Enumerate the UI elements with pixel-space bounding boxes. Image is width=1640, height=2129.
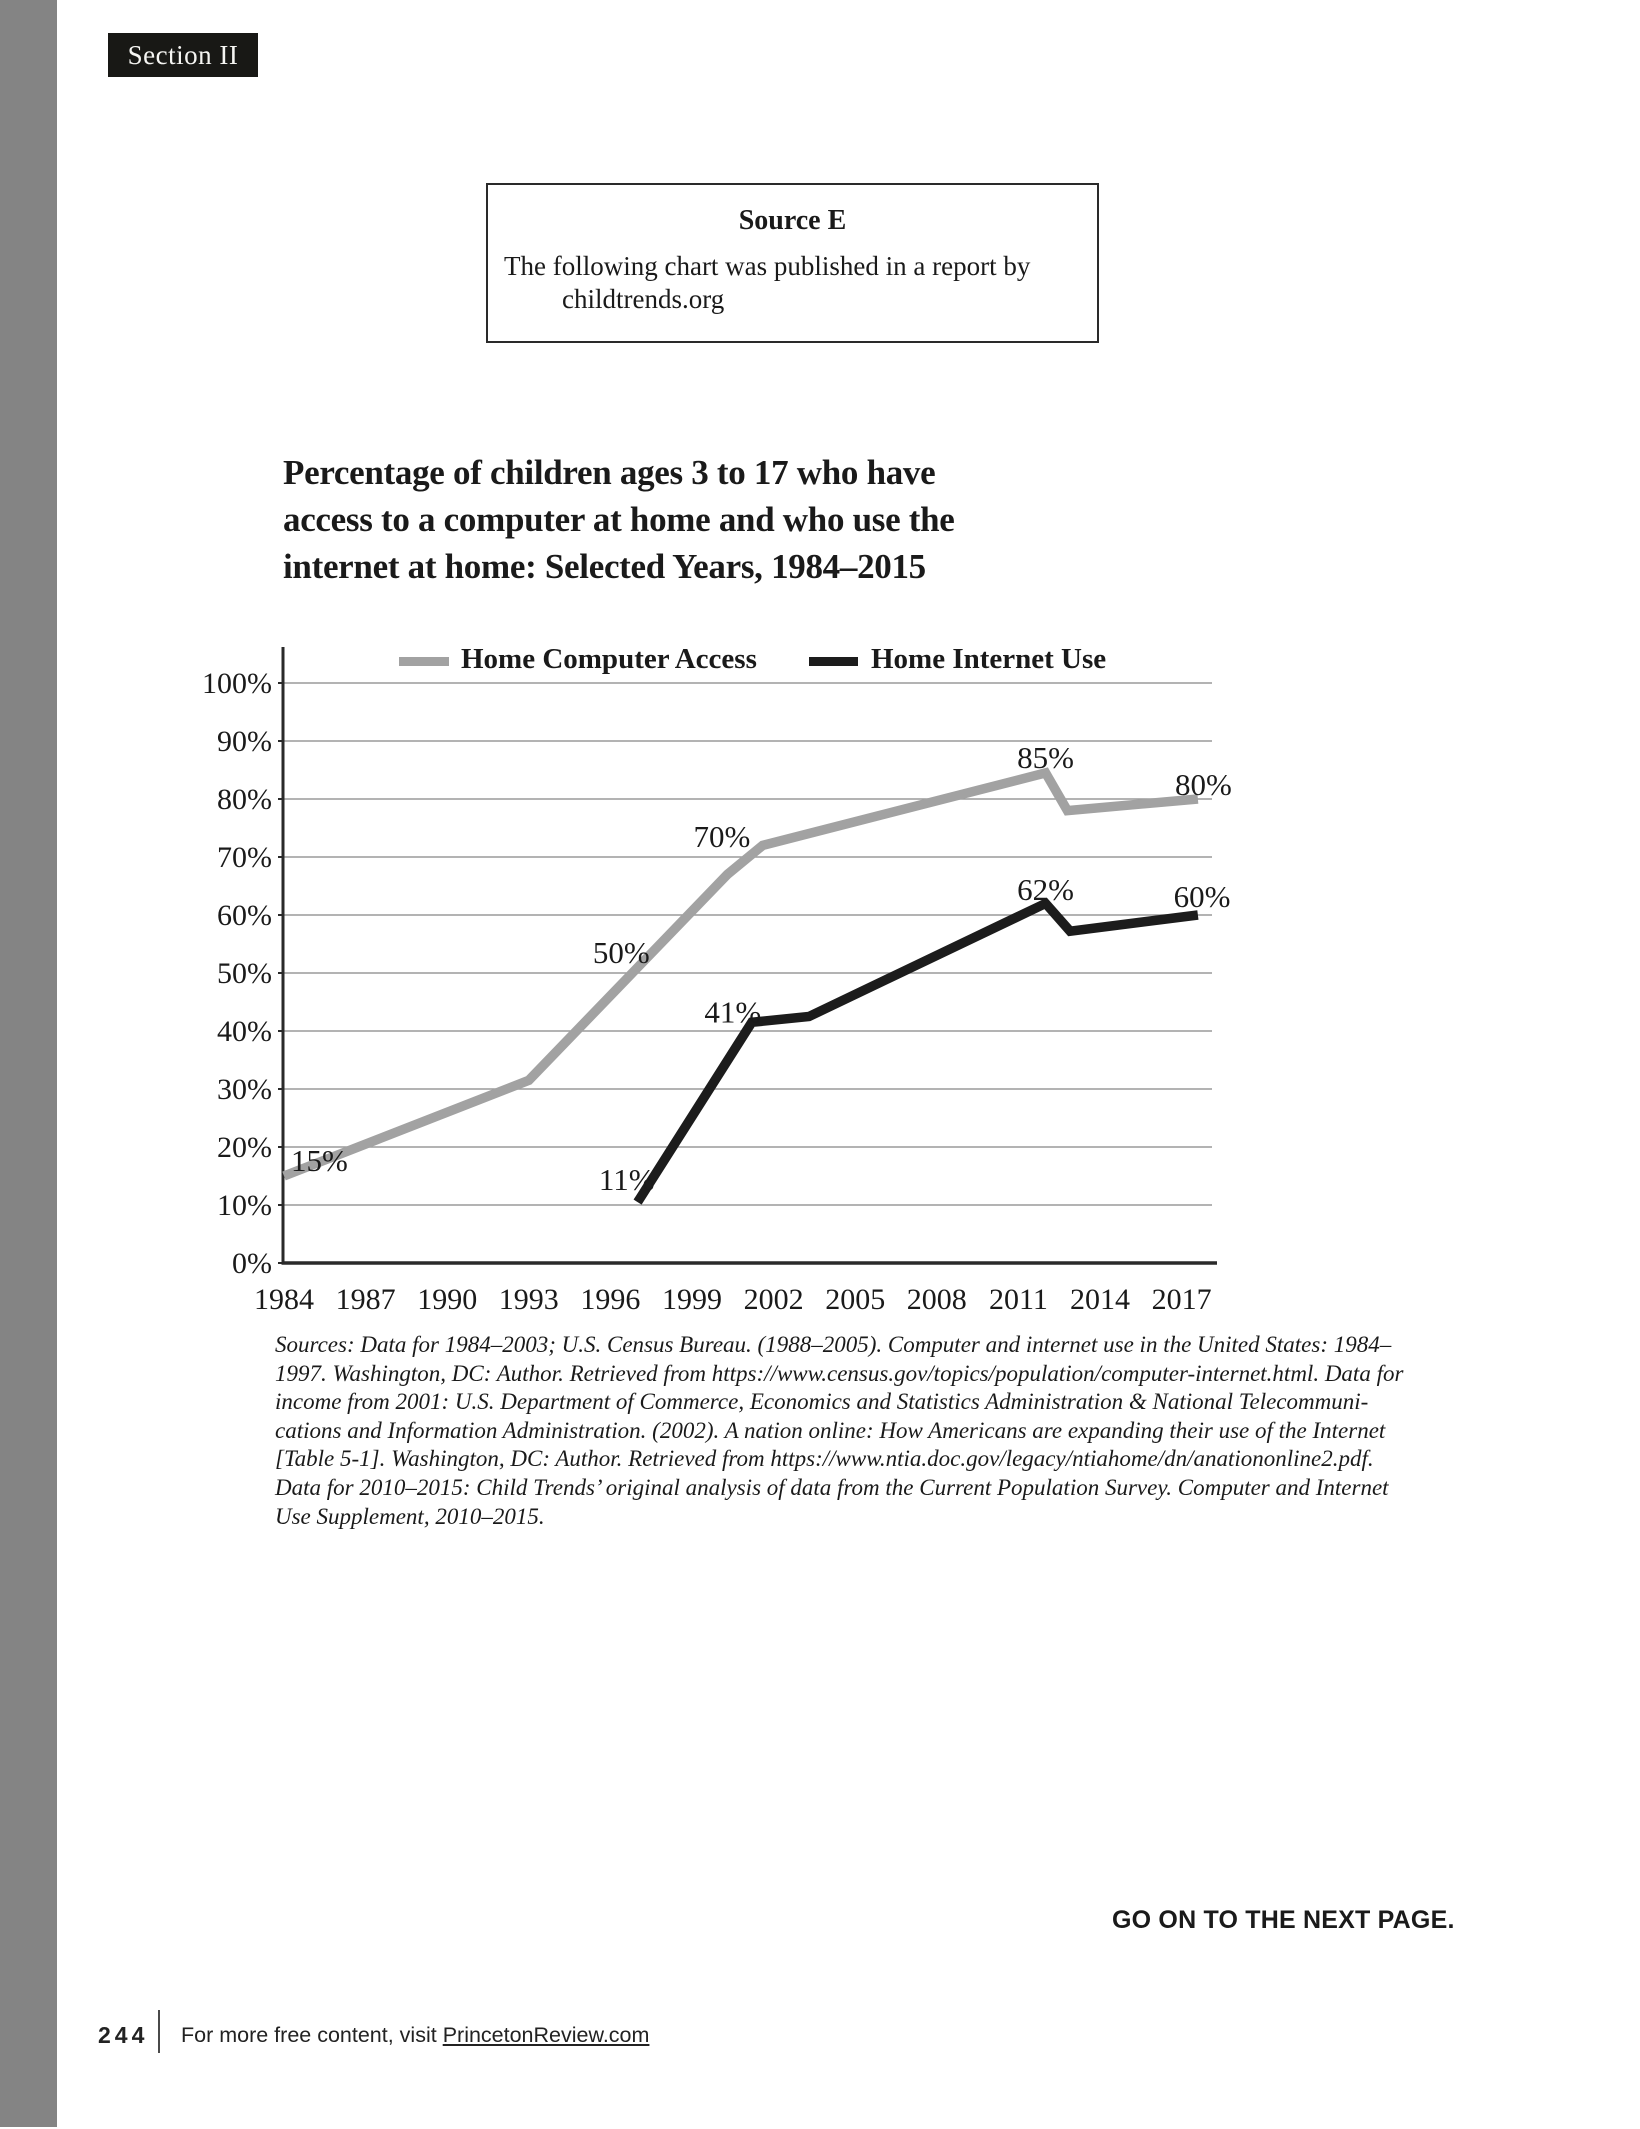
sources-note-line: Data for 2010–2015: Child Trends’ origin… (275, 1474, 1389, 1500)
x-tick-label: 2011 (989, 1283, 1048, 1316)
y-tick-label: 50% (217, 957, 272, 990)
section-tab-label: Section II (127, 39, 239, 70)
x-tick-label: 1993 (499, 1283, 559, 1316)
point-label: 15% (291, 1143, 348, 1178)
x-tick-label: 1984 (254, 1283, 314, 1316)
y-tick-label: 90% (217, 725, 272, 758)
x-tick-label: 2008 (907, 1283, 967, 1316)
y-tick-label: 80% (217, 783, 272, 816)
sources-note-line: [Table 5-1]. Washington, DC: Author. Ret… (275, 1446, 1374, 1472)
footer-text: For more free content, visit PrincetonRe… (181, 2023, 649, 2048)
y-tick-label: 0% (232, 1247, 272, 1280)
page-number: 244 (98, 2022, 149, 2048)
point-label: 11% (599, 1162, 655, 1197)
chart-title-line: access to a computer at home and who use… (283, 500, 955, 539)
source-box: Source E The following chart was publish… (486, 183, 1099, 343)
source-box-text-line1: The following chart was published in a r… (504, 251, 1031, 281)
x-tick-label: 2017 (1152, 1283, 1212, 1316)
x-tick-label: 2005 (825, 1283, 885, 1316)
x-tick-label: 1987 (336, 1283, 396, 1316)
point-label: 60% (1174, 879, 1231, 914)
source-box-text-line2: childtrends.org (562, 284, 725, 314)
point-label: 50% (593, 935, 650, 970)
x-tick-label: 1996 (580, 1283, 640, 1316)
point-label: 41% (704, 994, 761, 1029)
footer-divider (158, 2010, 160, 2053)
footer-text-prefix: For more free content, visit (181, 2023, 443, 2047)
footer-link[interactable]: PrincetonReview.com (442, 2023, 650, 2047)
legend-swatch-home-computer-access (399, 657, 449, 666)
x-tick-label: 2002 (744, 1283, 804, 1316)
x-tick-label: 1990 (417, 1283, 477, 1316)
y-tick-label: 20% (217, 1131, 272, 1164)
sources-note: Sources: Data for 1984–2003; U.S. Census… (275, 1331, 1404, 1531)
point-label: 70% (694, 819, 751, 854)
point-label: 62% (1017, 872, 1074, 907)
sources-note-line: cations and Information Administration. … (275, 1417, 1386, 1443)
legend-label-home-internet-use: Home Internet Use (871, 643, 1107, 675)
sources-note-line: income from 2001: U.S. Department of Com… (275, 1389, 1369, 1415)
point-label: 85% (1017, 740, 1074, 775)
section-tab: Section II (108, 33, 258, 77)
left-margin-bar (0, 0, 57, 2127)
chart-title-line: internet at home: Selected Years, 1984–2… (283, 547, 926, 586)
chart-title: Percentage of children ages 3 to 17 who … (283, 449, 1083, 590)
sources-note-line: Use Supplement, 2010–2015. (275, 1503, 545, 1529)
x-tick-label: 2014 (1070, 1283, 1130, 1316)
sources-note-line: Sources: Data for 1984–2003; U.S. Census… (275, 1332, 1392, 1357)
legend-label-home-computer-access: Home Computer Access (461, 643, 757, 675)
y-tick-label: 40% (217, 1015, 272, 1048)
line-chart: 100% 90% 80% 70% 60% 50% 40% 30% 20% 10% 0%1984 198… (202, 647, 1232, 1316)
y-tick-label: 10% (217, 1189, 272, 1222)
sources-note-line: 1997. Washington, DC: Author. Retrieved … (275, 1360, 1404, 1386)
source-box-heading: Source E (738, 205, 847, 236)
series-line-home-computer-access (282, 767, 1199, 1181)
y-tick-label: 100% (202, 667, 272, 700)
x-tick-label: 1999 (662, 1283, 722, 1316)
y-tick-label: 60% (217, 899, 272, 932)
y-tick-label: 30% (217, 1073, 272, 1106)
point-label: 80% (1175, 767, 1232, 802)
series-line-home-internet-use (633, 897, 1199, 1205)
go-on-instruction: GO ON TO THE NEXT PAGE. (1112, 1906, 1455, 1934)
legend-swatch-home-internet-use (809, 657, 858, 666)
y-tick-label: 70% (217, 841, 272, 874)
chart-title-line: Percentage of children ages 3 to 17 who … (283, 453, 936, 492)
